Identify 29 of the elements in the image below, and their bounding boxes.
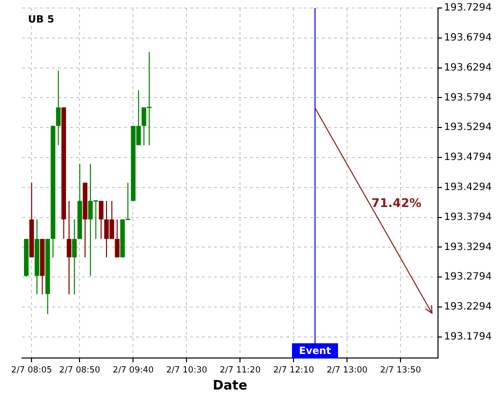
x-tick-label: 2/7 09:40	[112, 366, 154, 376]
ref-line-label: Event	[299, 346, 332, 357]
x-tick-label: 2/7 13:00	[326, 366, 368, 376]
y-tick-label: 193.5794	[444, 92, 492, 104]
y-tick-label: 193.3294	[444, 242, 492, 253]
x-tick-label: 2/7 10:30	[166, 366, 208, 376]
x-tick-label: 2/7 13:50	[380, 366, 422, 376]
y-tick-label: 193.4794	[444, 152, 492, 164]
y-tick-label: 193.5294	[444, 122, 492, 134]
x-tick-label: 2/7 12:10	[273, 366, 314, 376]
y-tick-label: 193.4294	[444, 182, 492, 193]
candlestick	[98, 200, 104, 240]
y-tick-label: 193.2294	[444, 302, 492, 313]
y-tick-label: 193.6294	[444, 62, 492, 74]
y-tick-label: 193.2794	[444, 272, 492, 283]
x-axis-title: Date	[212, 378, 248, 394]
text: UB 5	[28, 14, 54, 26]
candlestick	[56, 70, 61, 146]
x-tick-label: 2/7 08:50	[59, 366, 100, 376]
y-tick-label: 193.7294	[444, 2, 492, 14]
y-tick-label: 193.3794	[444, 212, 492, 223]
y-tick-label: 193.1794	[444, 331, 492, 342]
x-tick-label: 2/7 11:20	[220, 366, 261, 376]
candlestick	[72, 218, 77, 295]
x-tick-label: 2/7 08:05	[11, 366, 52, 376]
y-tick-label: 193.6794	[444, 32, 492, 44]
annotation: 71.42%	[371, 196, 422, 210]
candlestick	[114, 218, 120, 258]
candlestick	[66, 200, 72, 295]
